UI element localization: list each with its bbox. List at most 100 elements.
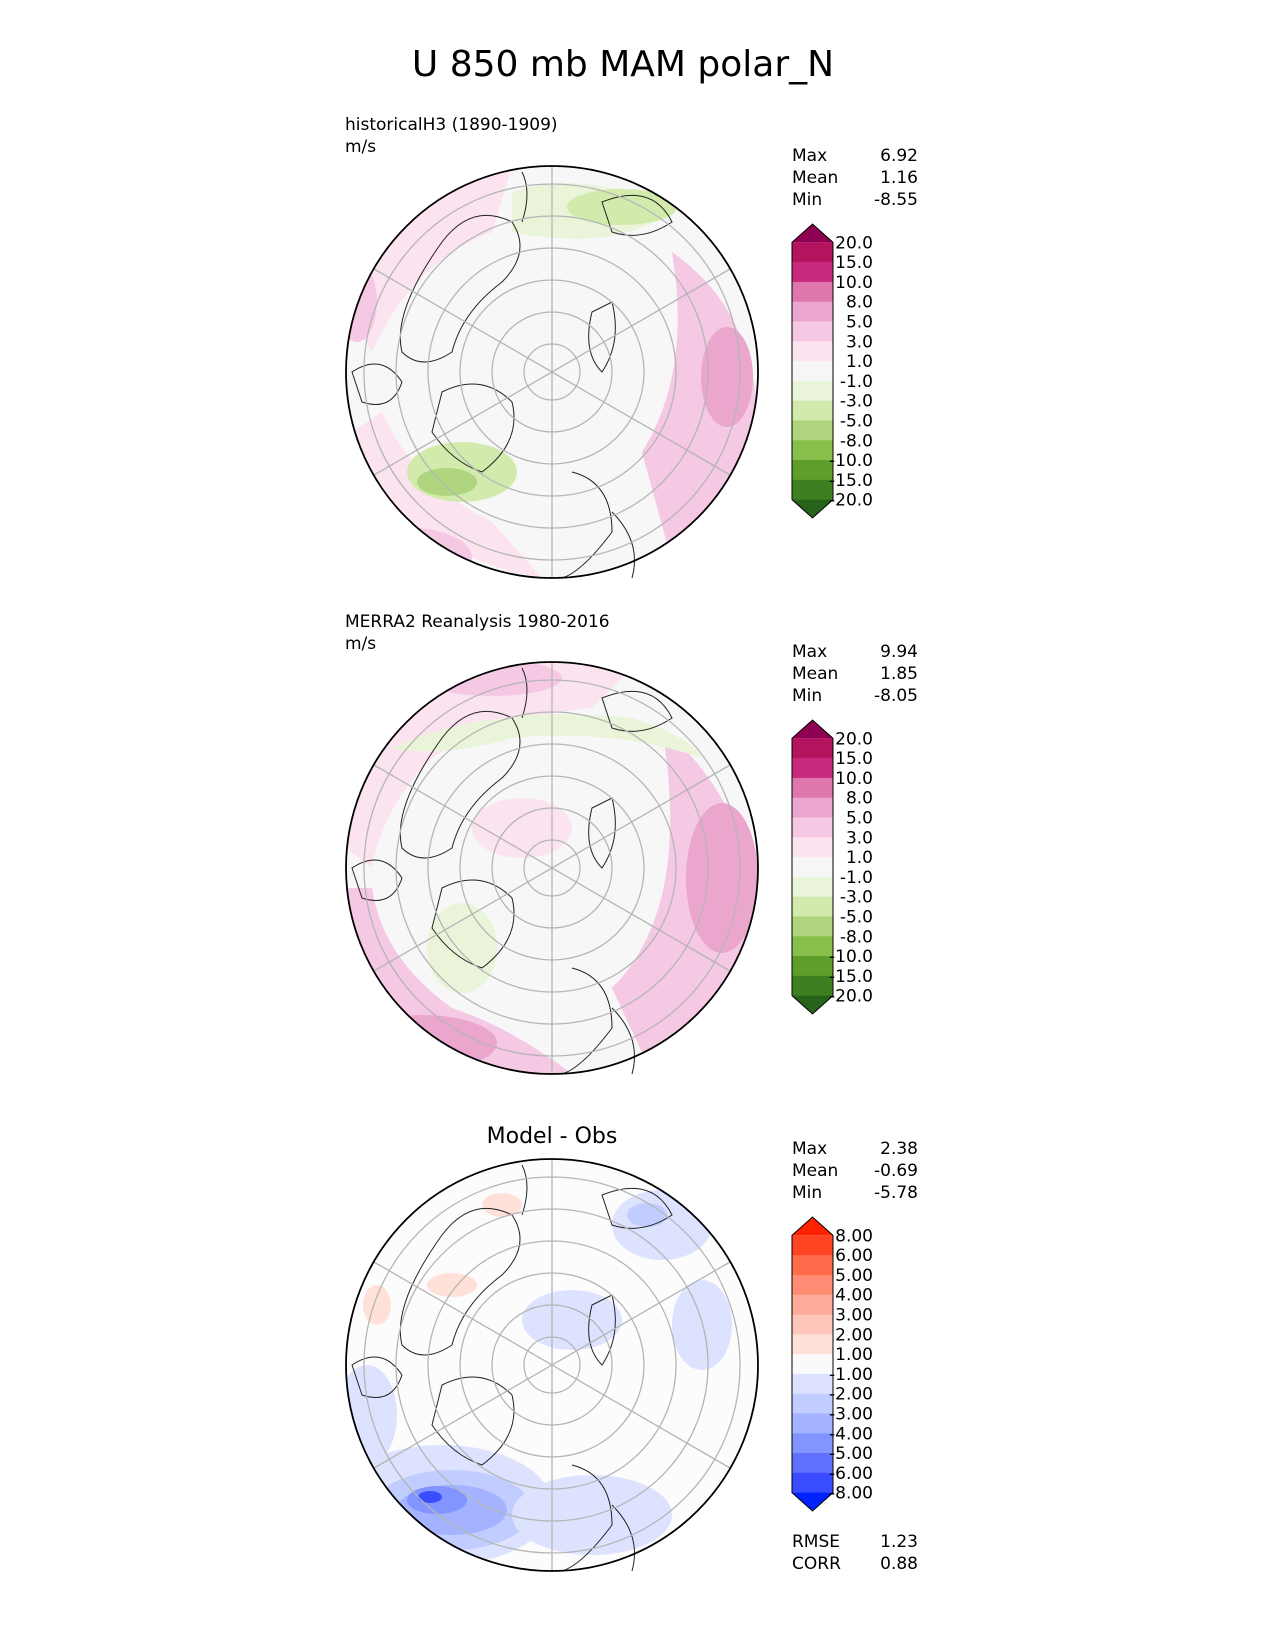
colorbar-tick-label: 3.0 [846, 332, 873, 352]
colorbar-outline [791, 1216, 834, 1512]
panel-test-label: historicalH3 (1890-1909) [345, 115, 558, 135]
colorbar-segment [792, 1453, 833, 1474]
colorbar-segment [792, 936, 833, 957]
panel-test-stats: Max 6.92 Mean 1.16 Min -8.55 [792, 146, 918, 210]
colorbar-segment [792, 1255, 833, 1276]
colorbar-tick-label: 5.0 [846, 313, 873, 333]
colorbar-segment [792, 479, 833, 501]
colorbar-tick-label: 15.0 [835, 749, 873, 769]
stat-label-mean: Mean [792, 168, 838, 188]
field-blob [363, 1285, 391, 1325]
field-blob [472, 798, 572, 858]
graticule [363, 1159, 741, 1571]
metric-value-rmse: 1.23 [880, 1532, 918, 1552]
stat-label-max: Max [792, 1139, 827, 1159]
colorbar-segment [792, 857, 833, 878]
stat-label-min: Min [792, 190, 822, 210]
stat-value-max: 6.92 [880, 146, 918, 166]
field-blob [392, 714, 702, 758]
stat-label-min: Min [792, 1183, 822, 1203]
colorbar-tick-label: -5.0 [840, 907, 873, 927]
colorbar-tick-label: 6.00 [835, 1246, 873, 1266]
colorbar-segment [792, 321, 833, 342]
field-blob [482, 1193, 522, 1217]
colorbar-tick-label: 1.00 [835, 1345, 873, 1365]
colorbar-tick-label: 2.00 [835, 1325, 873, 1345]
colorbar-tick-label: -5.00 [829, 1444, 873, 1464]
panel-reference: MERRA2 Reanalysis 1980-2016 m/s [345, 612, 918, 1075]
colorbar-segment [792, 975, 833, 997]
graticule [363, 166, 741, 578]
colorbar-tick-label: -1.0 [840, 372, 873, 392]
coastlines [351, 667, 673, 1075]
field-blob [347, 1015, 497, 1071]
colorbar-tick-label: -3.0 [840, 392, 873, 412]
panel-reference-colorbar: 20.015.010.08.05.03.01.0-1.0-3.0-5.0-8.0… [791, 719, 873, 1015]
colorbar-tick-label: -10.0 [829, 947, 873, 967]
colorbar-tick-label: 15.0 [835, 253, 873, 273]
colorbar-extend-max [792, 224, 833, 243]
colorbar-segment [792, 1393, 833, 1414]
stat-value-max: 9.94 [880, 642, 918, 662]
colorbar-segment [792, 956, 833, 977]
metric-value-corr: 0.88 [880, 1554, 918, 1574]
panel-difference-colorbar: 8.006.005.004.003.002.001.00-1.00-2.00-3… [791, 1216, 873, 1512]
colorbar-tick-label: 5.00 [835, 1266, 873, 1286]
colorbar-segment [792, 916, 833, 937]
colorbar-segment [792, 777, 833, 799]
colorbar-tick-label: 20.0 [835, 233, 873, 253]
panel-difference-metrics: RMSE 1.23 CORR 0.88 [792, 1532, 918, 1574]
colorbar-tick-label: -10.0 [829, 451, 873, 471]
colorbar-tick-label: 10.0 [835, 273, 873, 293]
colorbar-tick-label: -15.0 [829, 967, 873, 987]
field-blob [512, 1475, 672, 1555]
colorbar-tick-label: -1.0 [840, 868, 873, 888]
colorbar-tick-label: -1.00 [829, 1365, 873, 1385]
field-blob [427, 1273, 477, 1297]
colorbar-segment [792, 738, 833, 759]
colorbar-extend-min [792, 1492, 833, 1511]
colorbar-segment [792, 1274, 833, 1296]
panel-difference-stats: Max 2.38 Mean -0.69 Min -5.78 [792, 1139, 918, 1203]
colorbar-tick-label: 20.0 [835, 729, 873, 749]
panel-test-map [345, 165, 759, 579]
colorbar-tick-label: -8.0 [840, 431, 873, 451]
colorbar-tick-label: 5.0 [846, 809, 873, 829]
field-blob [346, 166, 512, 352]
colorbar-segment [792, 896, 833, 917]
colorbar-segment [792, 301, 833, 323]
colorbar-tick-label: 1.0 [846, 352, 873, 372]
field-blob [567, 189, 677, 225]
stat-value-min: -8.55 [874, 190, 918, 210]
metric-label-rmse: RMSE [792, 1532, 840, 1552]
panel-difference: Model - Obs [345, 1124, 918, 1574]
map-boundary [345, 1158, 759, 1572]
stat-value-max: 2.38 [880, 1139, 918, 1159]
colorbar-tick-label: -2.00 [829, 1385, 873, 1405]
colorbar-segment [792, 876, 833, 898]
colorbar-segment [792, 1354, 833, 1375]
panel-reference-stats: Max 9.94 Mean 1.85 Min -8.05 [792, 642, 918, 706]
colorbar-tick-label: -4.00 [829, 1424, 873, 1444]
panel-test-units: m/s [345, 137, 376, 157]
stat-value-mean: -0.69 [874, 1161, 918, 1181]
colorbar-segment [792, 460, 833, 481]
stat-label-max: Max [792, 146, 827, 166]
colorbar-segment [792, 1314, 833, 1335]
field-blob [417, 468, 477, 496]
colorbar-segment [792, 1294, 833, 1316]
colorbar-tick-label: -8.00 [829, 1484, 873, 1504]
panel-reference-units: m/s [345, 634, 376, 654]
coastlines [351, 171, 673, 579]
colorbar-tick-label: -6.00 [829, 1464, 873, 1484]
colorbar-segment [792, 797, 833, 819]
colorbar-segment [792, 281, 833, 303]
panel-test: historicalH3 (1890-1909) m/s [345, 115, 918, 579]
colorbar-tick-label: -3.00 [829, 1404, 873, 1424]
field-blob [627, 1203, 667, 1227]
colorbar-tick-label: 8.00 [835, 1226, 873, 1246]
colorbar-segment [792, 361, 833, 382]
colorbar-outline [791, 719, 834, 1015]
map-boundary [345, 661, 759, 1075]
